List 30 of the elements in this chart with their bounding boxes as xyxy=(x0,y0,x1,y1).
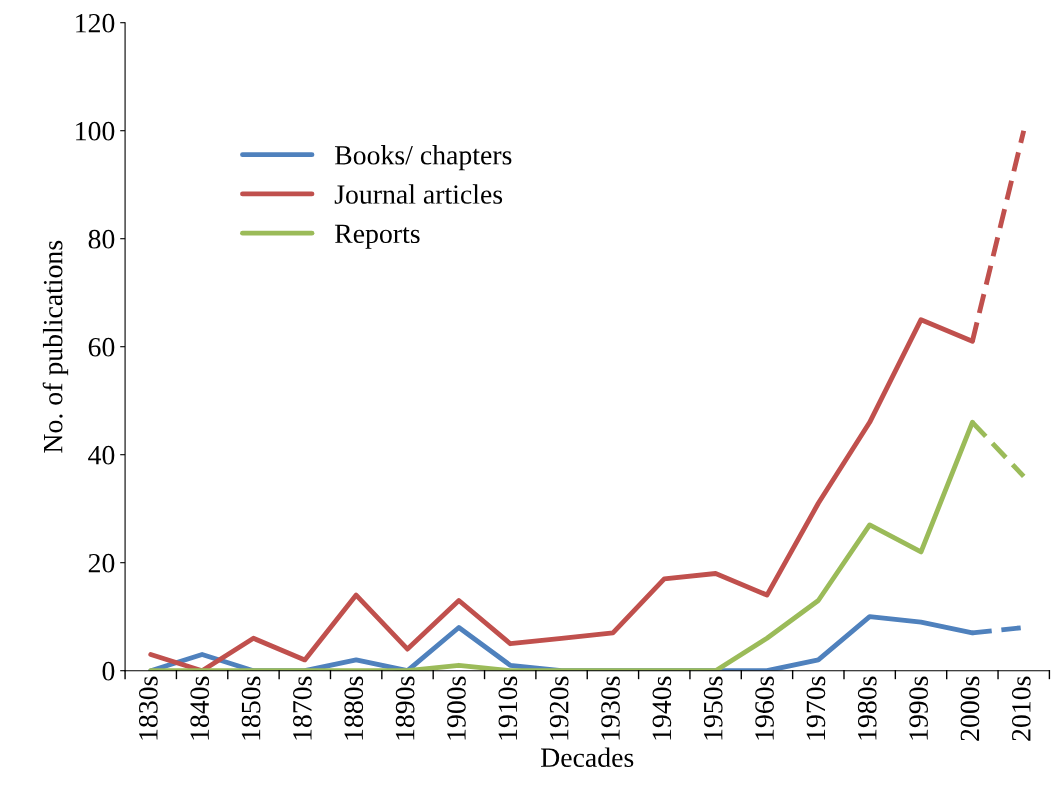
x-tick-label: 1830s xyxy=(138,676,158,740)
y-tick-label: 60 xyxy=(88,337,115,357)
y-axis-title: No. of publications xyxy=(42,240,69,453)
legend-label: Journal articles xyxy=(334,184,503,204)
y-tick-label: 40 xyxy=(88,445,115,465)
x-tick-label: 2010s xyxy=(1011,676,1031,741)
x-tick-label: 1960s xyxy=(755,676,774,740)
y-tick-label: 120 xyxy=(76,13,115,33)
x-tick-label: 1950s xyxy=(703,676,723,740)
x-tick-label: 1980s xyxy=(857,676,877,740)
x-tick-label: 2000s xyxy=(960,676,980,741)
legend-label: Books/ chapters xyxy=(334,145,512,171)
legend-label: Reports xyxy=(334,224,420,249)
y-tick-label: 80 xyxy=(88,229,115,249)
x-tick-label: 1900s xyxy=(447,676,466,740)
x-tick-label: 1880s xyxy=(344,676,364,740)
x-tick-label: 1850s xyxy=(241,676,261,740)
x-tick-label: 1940s xyxy=(652,676,672,740)
x-tick-label: 1870s xyxy=(293,676,312,740)
x-tick-label: 1920s xyxy=(549,676,569,740)
x-axis-title: Decades xyxy=(541,747,634,768)
y-tick-label: 0 xyxy=(102,661,115,681)
y-tick-label: 20 xyxy=(88,553,115,573)
x-tick-label: 1990s xyxy=(909,676,928,740)
x-tick-label: 1930s xyxy=(601,676,620,740)
x-tick-label: 1970s xyxy=(806,676,826,740)
x-tick-label: 1910s xyxy=(498,676,518,740)
x-tick-label: 1890s xyxy=(395,676,415,740)
y-tick-label: 100 xyxy=(76,121,115,141)
x-tick-label: 1840s xyxy=(190,676,210,740)
